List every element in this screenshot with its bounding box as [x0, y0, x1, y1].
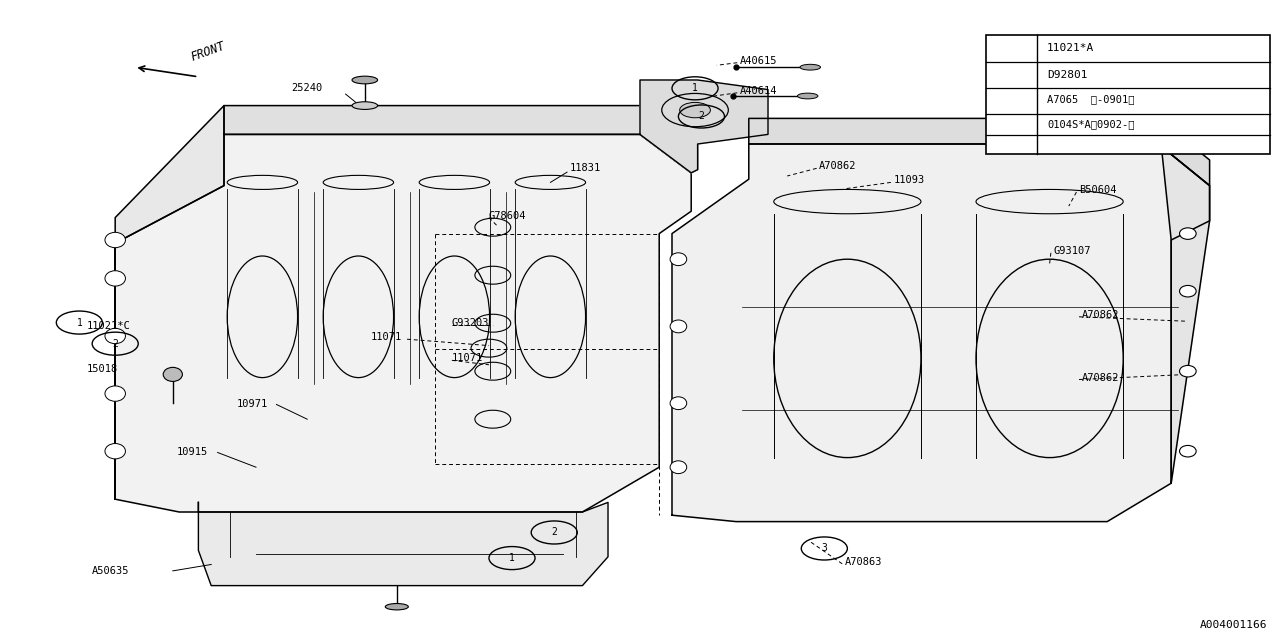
Ellipse shape — [1180, 445, 1197, 457]
Text: A40614: A40614 — [740, 86, 777, 96]
Text: 1: 1 — [509, 553, 515, 563]
Text: 2: 2 — [1009, 70, 1014, 79]
Polygon shape — [672, 144, 1210, 522]
Ellipse shape — [105, 386, 125, 401]
Text: A70863: A70863 — [845, 557, 882, 567]
Text: A7065  ＜-0901＞: A7065 ＜-0901＞ — [1047, 95, 1134, 105]
Text: 11831: 11831 — [570, 163, 600, 173]
Ellipse shape — [385, 604, 408, 610]
Text: 1: 1 — [1009, 44, 1014, 53]
Ellipse shape — [671, 397, 687, 410]
Text: G78604: G78604 — [489, 211, 526, 221]
Text: A70862: A70862 — [1082, 372, 1119, 383]
Ellipse shape — [352, 102, 378, 109]
Polygon shape — [640, 80, 768, 173]
Text: 3: 3 — [1009, 106, 1014, 116]
Text: 2: 2 — [552, 527, 557, 538]
Text: G93107: G93107 — [1053, 246, 1091, 256]
Ellipse shape — [671, 320, 687, 333]
Text: 1: 1 — [77, 317, 82, 328]
Text: A70862: A70862 — [1082, 310, 1119, 320]
Text: 3: 3 — [822, 543, 827, 554]
Ellipse shape — [105, 328, 125, 344]
Text: 0104S*A（0902-）: 0104S*A（0902-） — [1047, 120, 1134, 130]
Ellipse shape — [671, 253, 687, 266]
Text: 15018: 15018 — [87, 364, 118, 374]
Bar — [986, 35, 1270, 154]
Polygon shape — [115, 134, 691, 512]
Text: 2: 2 — [113, 339, 118, 349]
Text: A40615: A40615 — [740, 56, 777, 66]
Polygon shape — [198, 502, 608, 586]
Text: 2: 2 — [699, 111, 704, 122]
Text: A70862: A70862 — [819, 161, 856, 172]
Ellipse shape — [352, 76, 378, 84]
Text: 1: 1 — [692, 83, 698, 93]
Text: 11071: 11071 — [452, 353, 483, 364]
Text: FRONT: FRONT — [189, 40, 228, 64]
Text: A004001166: A004001166 — [1199, 620, 1267, 630]
Text: 11021*A: 11021*A — [1047, 44, 1094, 53]
Text: 11021*C: 11021*C — [87, 321, 131, 332]
Text: 11093: 11093 — [893, 175, 924, 186]
Ellipse shape — [105, 271, 125, 286]
Polygon shape — [224, 106, 698, 173]
Text: 25240: 25240 — [292, 83, 323, 93]
Ellipse shape — [164, 367, 183, 381]
Text: 10971: 10971 — [237, 399, 268, 410]
Polygon shape — [115, 106, 224, 499]
Text: 11071: 11071 — [371, 332, 402, 342]
Ellipse shape — [105, 232, 125, 248]
Polygon shape — [749, 118, 1210, 186]
Text: G93203: G93203 — [452, 318, 489, 328]
Circle shape — [680, 102, 710, 118]
Ellipse shape — [1180, 285, 1197, 297]
Ellipse shape — [797, 93, 818, 99]
Text: B50604: B50604 — [1079, 185, 1116, 195]
Text: A50635: A50635 — [92, 566, 129, 576]
Ellipse shape — [1180, 228, 1197, 239]
Text: 10915: 10915 — [177, 447, 207, 458]
Ellipse shape — [105, 444, 125, 459]
Polygon shape — [1158, 118, 1210, 483]
Ellipse shape — [800, 65, 820, 70]
Ellipse shape — [1180, 365, 1197, 377]
Ellipse shape — [671, 461, 687, 474]
Text: D92801: D92801 — [1047, 70, 1088, 79]
